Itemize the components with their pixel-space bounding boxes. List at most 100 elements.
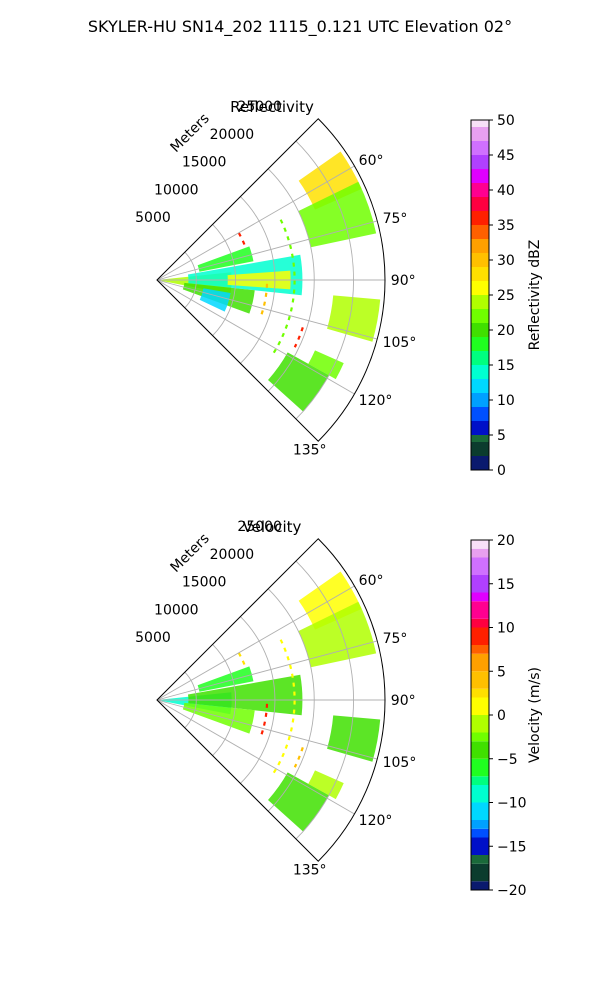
velocity-colorbar-segment-17 [471, 645, 489, 654]
reflectivity-echo-line-12 [259, 283, 269, 319]
velocity-colorbar-segment-12 [471, 715, 489, 733]
reflectivity-colorbar-segment-16 [471, 239, 489, 253]
velocity-theta-tick-label-5: 135° [293, 863, 327, 879]
velocity-colorbar-tick-label-3: −5 [497, 752, 518, 768]
reflectivity-theta-tick-label-4: 120° [359, 393, 393, 409]
velocity-colorbar-segment-5 [471, 820, 489, 829]
reflectivity-theta-tick-label-5: 135° [293, 443, 327, 459]
velocity-colorbar-tick-label-7: 15 [497, 577, 515, 593]
reflectivity-theta-tick-label-2: 90° [391, 273, 416, 289]
velocity-theta-tick-label-4: 120° [359, 813, 393, 829]
reflectivity-r-tick-label-2: 15000 [182, 155, 227, 171]
reflectivity-radial-label: Meters [168, 111, 213, 156]
reflectivity-echo-5 [199, 288, 231, 312]
reflectivity-echo-line-13 [293, 327, 304, 348]
velocity-colorbar-segment-2 [471, 855, 489, 864]
reflectivity-colorbar-segment-10 [471, 323, 489, 337]
reflectivity-echo-9 [268, 352, 329, 412]
velocity-title: Velocity [243, 518, 302, 536]
reflectivity-azimuth-line-1 [156, 220, 378, 281]
reflectivity-azimuth-line-3 [156, 279, 378, 340]
velocity-colorbar-tick-label-8: 20 [497, 533, 515, 549]
velocity-colorbar-segment-24 [471, 548, 489, 558]
reflectivity-azimuth-line-0 [156, 165, 355, 281]
velocity-azimuth-line-1 [156, 640, 378, 701]
reflectivity-colorbar-segment-6 [471, 379, 489, 393]
velocity-colorbar-segment-9 [471, 758, 489, 777]
velocity-colorbar-segment-16 [471, 653, 489, 672]
velocity-colorbar-tick-label-6: 10 [497, 621, 515, 637]
reflectivity-colorbar-tick-label-0: 0 [497, 463, 506, 479]
velocity-colorbar-tick-label-2: −10 [497, 796, 527, 812]
reflectivity-colorbar-tick-label-10: 50 [497, 113, 515, 129]
reflectivity-colorbar-segment-9 [471, 337, 489, 351]
velocity-colorbar-segment-15 [471, 671, 489, 689]
reflectivity-theta-tick-label-3: 105° [383, 335, 417, 351]
reflectivity-colorbar-label: Reflectivity dBZ [527, 240, 543, 351]
reflectivity-grid [156, 140, 385, 442]
velocity-colorbar-segment-0 [471, 881, 489, 890]
velocity-azimuth-line-4 [156, 699, 355, 815]
velocity-colorbar-segment-25 [471, 540, 489, 549]
velocity-r-tick-label-4: 25000 [237, 519, 282, 535]
reflectivity-r-tick-label-3: 20000 [210, 127, 255, 143]
reflectivity-colorbar-segment-23 [471, 141, 489, 155]
reflectivity-r-tick-label-1: 10000 [154, 182, 199, 198]
reflectivity-frame [156, 118, 386, 442]
velocity-grid [156, 560, 385, 862]
velocity-colorbar-segment-20 [471, 601, 489, 619]
velocity-colorbar-segment-19 [471, 618, 489, 628]
reflectivity-r-tick-label-0: 5000 [135, 210, 171, 226]
velocity-echo-6 [327, 715, 381, 762]
reflectivity-colorbar-segment-8 [471, 351, 489, 365]
velocity-echo-7 [268, 772, 329, 832]
reflectivity-colorbar-tick-label-5: 25 [497, 288, 515, 304]
velocity-colorbar-segment-1 [471, 863, 489, 882]
reflectivity-echo-10 [308, 350, 344, 380]
reflectivity-colorbar-segment-22 [471, 155, 489, 169]
velocity-colorbar-segment-8 [471, 776, 489, 785]
reflectivity-colorbar-segment-4 [471, 407, 489, 421]
reflectivity-colorbar: 0 5 10 15 20 25 30 35 40 45 50 Reflectivity dBZ [470, 113, 543, 479]
reflectivity-colorbar-segment-5 [471, 393, 489, 407]
velocity-colorbar-segment-22 [471, 575, 489, 593]
velocity-theta-tick-label-3: 105° [383, 755, 417, 771]
reflectivity-colorbar-segment-15 [471, 253, 489, 267]
reflectivity-colorbar-segment-1 [471, 442, 489, 456]
velocity-theta-tick-label-2: 90° [391, 693, 416, 709]
reflectivity-theta-tick-label-0: 60° [359, 153, 384, 169]
velocity-r-tick-label-0: 5000 [135, 630, 171, 646]
reflectivity-panel: Reflectivity 5000 10000 15000 20000 25000 Mete… [135, 98, 543, 479]
velocity-colorbar-segment-4 [471, 828, 489, 838]
velocity-colorbar-tick-label-0: −20 [497, 883, 527, 899]
reflectivity-colorbar-tick-label-3: 15 [497, 358, 515, 374]
reflectivity-colorbar-segment-18 [471, 211, 489, 225]
reflectivity-azimuth-line-4 [156, 279, 355, 395]
velocity-r-tick-label-1: 10000 [154, 602, 199, 618]
reflectivity-colorbar-segment-17 [471, 225, 489, 239]
reflectivity-colorbar-tick-label-4: 20 [497, 323, 515, 339]
reflectivity-colorbar-tick-label-1: 5 [497, 428, 506, 444]
reflectivity-colorbar-segment-12 [471, 295, 489, 309]
reflectivity-colorbar-tick-label-6: 30 [497, 253, 515, 269]
velocity-colorbar-segment-14 [471, 688, 489, 698]
velocity-colorbar-segment-23 [471, 557, 489, 575]
reflectivity-colorbar-segment-0 [471, 456, 489, 470]
velocity-colorbar-label: Velocity (m/s) [527, 667, 543, 763]
velocity-colorbar-segment-6 [471, 802, 489, 820]
reflectivity-title: Reflectivity [230, 98, 314, 116]
reflectivity-colorbar-segment-24 [471, 127, 489, 141]
reflectivity-echo-line-14 [237, 232, 247, 249]
reflectivity-colorbar-segment-21 [471, 169, 489, 183]
velocity-echo-line-10 [259, 703, 269, 739]
figure-title: SKYLER-HU SN14_202 1115_0.121 UTC Elevat… [88, 17, 512, 37]
velocity-colorbar-tick-label-5: 5 [497, 664, 506, 680]
reflectivity-echo-8 [327, 295, 381, 342]
velocity-echo-5 [298, 601, 377, 668]
velocity-frame [156, 538, 386, 862]
velocity-echo-8 [308, 770, 344, 800]
reflectivity-theta-tick-label-1: 75° [383, 211, 408, 227]
velocity-colorbar-segment-21 [471, 592, 489, 602]
reflectivity-colorbar-segment-25 [471, 120, 489, 127]
